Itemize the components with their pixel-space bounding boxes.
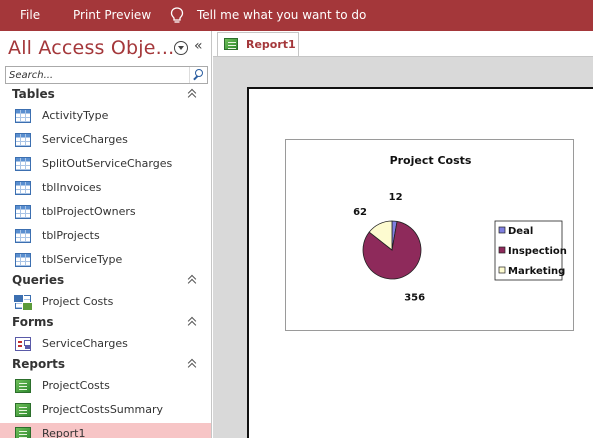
nav-item-servicecharges-table[interactable]: ServiceCharges [0, 129, 211, 151]
search-icon[interactable] [189, 67, 207, 83]
report-icon [15, 379, 31, 393]
group-header-tables[interactable]: Tables [0, 85, 211, 105]
nav-item-label: SplitOutServiceCharges [42, 157, 173, 170]
nav-item-label: ProjectCostsSummary [42, 403, 163, 416]
nav-search-box [5, 66, 208, 84]
nav-item-tblinvoices[interactable]: tblInvoices [0, 177, 211, 199]
nav-item-projectcosts-report[interactable]: ProjectCosts [0, 375, 211, 397]
legend-swatch-deal [498, 226, 506, 234]
nav-item-label: ProjectCosts [42, 379, 110, 392]
ribbon-bar: File Print Preview Tell me what you want… [0, 0, 593, 31]
collapse-chevron-icon[interactable] [187, 316, 198, 330]
group-label: Queries [12, 273, 65, 287]
document-area: Report1 Project Costs 12 356 62 Deal Inspect… [213, 31, 593, 438]
nav-item-splitoutservicecharges[interactable]: SplitOutServiceCharges [0, 153, 211, 175]
data-label-inspection: 356 [404, 292, 425, 303]
table-icon [15, 109, 31, 123]
table-icon [15, 253, 31, 267]
chart-frame[interactable]: Project Costs 12 356 62 Deal Inspection Marke… [285, 139, 574, 331]
group-header-reports[interactable]: Reports [0, 355, 211, 375]
nav-item-label: tblInvoices [42, 181, 102, 194]
query-icon [13, 294, 33, 311]
tell-me-search[interactable]: Tell me what you want to do [197, 8, 367, 22]
nav-item-tblprojectowners[interactable]: tblProjectOwners [0, 201, 211, 223]
nav-item-label: tblProjects [42, 229, 100, 242]
chart-title: Project Costs [389, 154, 472, 167]
lightbulb-icon [170, 7, 184, 23]
nav-item-projectcostssummary[interactable]: ProjectCostsSummary [0, 399, 211, 421]
nav-item-label: ServiceCharges [42, 133, 128, 146]
data-label-marketing: 62 [353, 207, 367, 218]
table-icon [15, 181, 31, 195]
report-icon [15, 403, 31, 417]
collapse-chevron-icon[interactable] [187, 274, 198, 288]
nav-item-report1[interactable]: Report1 [0, 423, 211, 438]
form-icon [15, 337, 31, 351]
pie-slice-marketing [368, 220, 393, 251]
nav-menu-dropdown-icon[interactable] [174, 41, 188, 55]
nav-search-input[interactable] [6, 67, 189, 83]
navigation-pane: All Access Obje... « Tables ActivityType… [0, 31, 212, 438]
report-page: Project Costs 12 356 62 Deal Inspection Marke… [247, 87, 593, 438]
legend-label-marketing: Marketing [508, 266, 565, 277]
nav-item-tblprojects[interactable]: tblProjects [0, 225, 211, 247]
tab-divider [213, 56, 593, 57]
pie-chart: 12 356 62 Deal Inspection Marketing [353, 192, 567, 303]
data-label-deal: 12 [389, 192, 403, 203]
chart-legend [494, 220, 563, 281]
nav-item-tblservicetype[interactable]: tblServiceType [0, 249, 211, 271]
group-label: Reports [12, 357, 66, 371]
document-tab-report1[interactable]: Report1 [217, 32, 299, 56]
group-label: Forms [12, 315, 54, 329]
report-icon [224, 38, 238, 50]
file-tab[interactable]: File [20, 8, 41, 22]
nav-item-label: tblServiceType [42, 253, 123, 266]
print-preview-tab[interactable]: Print Preview [73, 8, 152, 22]
legend-swatch-inspection [498, 246, 506, 254]
nav-pane-title[interactable]: All Access Obje... [8, 37, 175, 59]
group-header-queries[interactable]: Queries [0, 271, 211, 291]
group-header-forms[interactable]: Forms [0, 313, 211, 333]
nav-item-label: ServiceCharges [42, 337, 128, 350]
legend-label-deal: Deal [508, 226, 533, 237]
nav-item-label: ActivityType [42, 109, 109, 122]
nav-item-label: Project Costs [42, 295, 114, 308]
print-preview-canvas[interactable]: Project Costs 12 356 62 Deal Inspection Marke… [213, 57, 593, 438]
nav-item-servicecharges-form[interactable]: ServiceCharges [0, 333, 211, 355]
nav-item-project-costs-query[interactable]: Project Costs [0, 291, 211, 313]
table-icon [15, 229, 31, 243]
document-tab-label: Report1 [246, 38, 296, 51]
legend-swatch-marketing [498, 266, 506, 274]
table-icon [15, 157, 31, 171]
nav-item-label: Report1 [42, 427, 86, 438]
report-icon [15, 427, 31, 438]
table-icon [15, 205, 31, 219]
nav-item-label: tblProjectOwners [42, 205, 136, 218]
collapse-chevron-icon[interactable] [187, 88, 198, 102]
group-label: Tables [12, 87, 55, 101]
nav-item-activitytype[interactable]: ActivityType [0, 105, 211, 127]
collapse-chevron-icon[interactable] [187, 358, 198, 372]
shutter-bar-close-icon[interactable]: « [194, 38, 203, 54]
legend-label-inspection: Inspection [508, 246, 567, 257]
table-icon [15, 133, 31, 147]
